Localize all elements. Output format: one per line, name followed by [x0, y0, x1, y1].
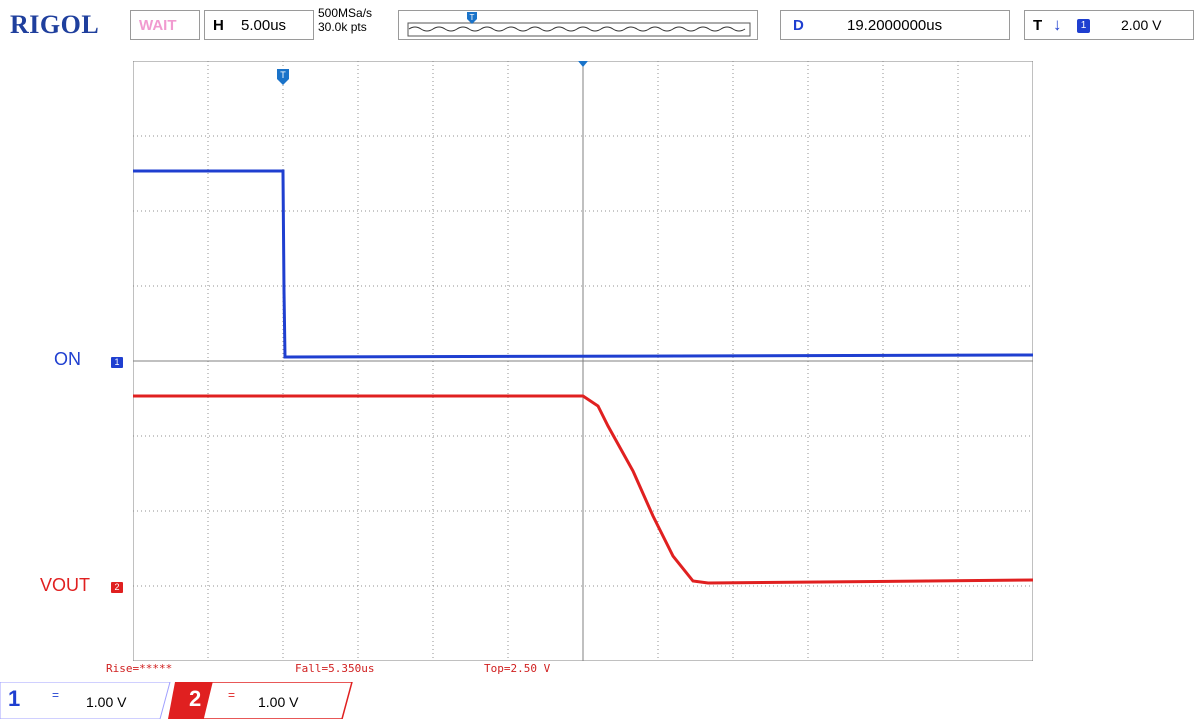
ch2-offset-marker[interactable]: 2: [111, 582, 123, 593]
waveform-display[interactable]: T: [133, 61, 1033, 661]
trigger-source: 1: [1077, 19, 1090, 33]
ch1-scale: 1.00 V: [86, 694, 127, 710]
ch2-trace: [133, 394, 1033, 585]
timebase-value: 5.00us: [241, 17, 287, 34]
rigol-logo: RIGOL: [10, 10, 100, 39]
measurement-top: Top=2.50 V: [484, 662, 551, 675]
center-axes: [133, 61, 1033, 661]
measurement-rise: Rise=*****: [106, 662, 173, 675]
ch2-tab-number: 2: [189, 686, 202, 711]
ch2-name-label: VOUT: [40, 575, 91, 595]
trigger-level: 2.00 V: [1121, 17, 1162, 33]
horizontal-timebase-box[interactable]: H 5.00us: [204, 10, 314, 40]
ch1-name-label: ON: [54, 349, 81, 369]
channel-status-bar: [0, 682, 353, 719]
ch1-trace: [133, 169, 1033, 359]
ch1-tab-bg[interactable]: [0, 682, 171, 719]
delay-value: 19.2000000us: [847, 17, 943, 34]
sample-rate: 500MSa/s: [318, 6, 373, 20]
ch2-tab-accent[interactable]: [168, 682, 212, 719]
trigger-position-marker-icon: T: [467, 12, 477, 24]
delay-label: D: [793, 17, 804, 34]
acquisition-info: 500MSa/s 30.0k pts: [318, 6, 372, 34]
memory-waveform-icon: [407, 22, 751, 37]
ch2-scale: 1.00 V: [258, 694, 299, 710]
top-status-bar: RIGOL WAIT H 5.00us 500MSa/s 30.0k pts T…: [0, 0, 1204, 50]
trigger-box[interactable]: T ↓ 1 2.00 V: [1024, 10, 1194, 40]
falling-edge-icon: ↓: [1053, 15, 1062, 34]
delay-box[interactable]: D 19.2000000us: [780, 10, 1010, 40]
center-marker-icon: [578, 61, 588, 67]
ch1-offset-marker[interactable]: 1: [111, 357, 123, 368]
ch1-tab-number: 1: [8, 686, 21, 711]
measurement-fall: Fall=5.350us: [295, 662, 375, 675]
run-status: WAIT: [139, 17, 177, 34]
memory-overview-box[interactable]: T: [398, 10, 758, 40]
ch2-dc-coupling-icon: =: [228, 688, 236, 702]
memory-depth: 30.0k pts: [318, 20, 367, 34]
trigger-time-marker-letter: T: [280, 70, 286, 80]
horizontal-label: H: [213, 17, 224, 34]
memory-trigger-letter: T: [470, 13, 475, 22]
ch1-dc-coupling-icon: =: [52, 688, 60, 702]
run-status-box: WAIT: [130, 10, 200, 40]
ch2-tab-bg[interactable]: [202, 682, 353, 719]
trigger-time-marker-icon[interactable]: T: [277, 69, 289, 85]
trigger-label: T: [1033, 17, 1043, 34]
